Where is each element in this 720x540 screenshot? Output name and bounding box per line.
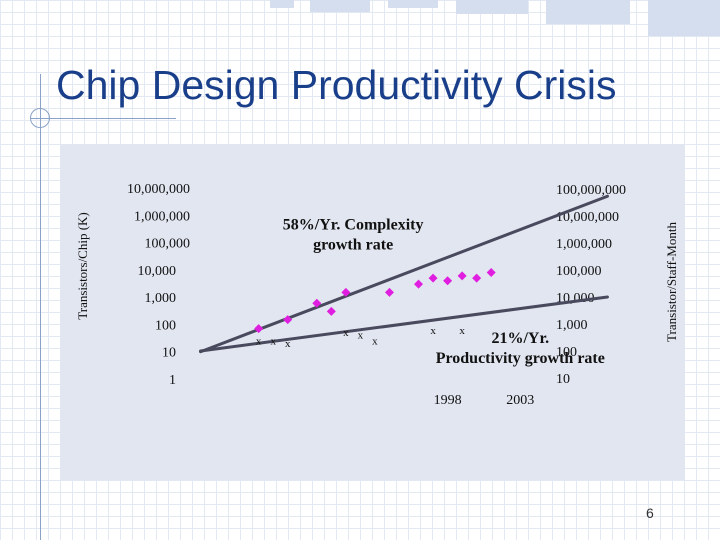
x-tick-label: 2003 — [506, 393, 534, 408]
diamond-marker — [472, 273, 482, 283]
y-left-tick-label: 100,000 — [145, 237, 191, 252]
y-right-axis-label: Transistor/Staff-Month — [664, 222, 679, 342]
y-left-tick-label: 1,000 — [145, 291, 177, 306]
diamond-marker — [326, 306, 336, 316]
crosshair-circle-icon — [30, 108, 50, 128]
page-number: 6 — [646, 505, 654, 521]
y-left-tick-label: 10 — [162, 346, 176, 361]
y-right-tick-label: 10,000,000 — [556, 210, 619, 225]
diamond-marker — [384, 287, 394, 297]
x-ticks: 1998 2003 — [434, 393, 535, 408]
y-left-tick-label: 10,000,000 — [127, 182, 190, 197]
y-right-tick-label: 10 — [556, 372, 570, 387]
decor-blocks — [270, 0, 720, 42]
diamond-marker — [283, 315, 293, 325]
diamond-marker — [443, 276, 453, 286]
trend-lines — [199, 194, 609, 354]
y-right-tick-label: 100,000 — [556, 264, 602, 279]
annotation-line2: Productivity growth rate — [436, 350, 605, 367]
diamond-marker — [254, 324, 264, 334]
y-left-ticks: 1 10 100 1,000 10,000 100,000 1,000,000 10,000,… — [127, 182, 190, 388]
y-right-tick-label: 1,000 — [556, 318, 588, 333]
chart-panel — [60, 144, 685, 480]
annotation-line1: 21%/Yr. — [491, 330, 549, 347]
y-right-tick-label: 100,000,000 — [556, 183, 626, 198]
y-left-tick-label: 10,000 — [138, 264, 177, 279]
diamond-marker — [341, 287, 351, 297]
annotations: 58%/Yr. Complexity growth rate 21%/Yr. Prod… — [283, 217, 605, 367]
slide-title: Chip Design Productivity Crisis — [56, 62, 617, 108]
y-left-axis-label: Transistors/Chip (K) — [75, 212, 90, 320]
x-marker: x — [358, 330, 364, 342]
trend-line-complexity — [199, 194, 609, 354]
x-marker: x — [270, 335, 276, 347]
y-left-tick-label: 1 — [169, 373, 176, 388]
x-marker: x — [285, 338, 291, 350]
x-tick-label: 1998 — [434, 393, 462, 408]
x-marker: x — [343, 327, 349, 339]
y-right-ticks: 101001,00010,000100,0001,000,00010,000,0… — [556, 183, 626, 387]
diamond-marker — [486, 268, 496, 278]
y-right-tick-label: 1,000,000 — [556, 237, 612, 252]
x-marker: x — [459, 325, 465, 337]
markers: x x xx x xx x — [254, 268, 496, 350]
diamond-marker — [312, 298, 322, 308]
title-rule-horizontal — [30, 118, 176, 119]
x-marker: x — [256, 335, 262, 347]
y-right-tick-label: 100 — [556, 345, 577, 360]
trend-line-productivity — [199, 295, 609, 353]
title-rule-vertical — [40, 74, 41, 540]
diamond-marker — [428, 273, 438, 283]
diamond-marker — [457, 271, 467, 281]
annotation-line2: growth rate — [313, 237, 393, 254]
diamond-marker — [414, 279, 424, 289]
x-marker: x — [372, 335, 378, 347]
annotation-line1: 58%/Yr. Complexity — [283, 217, 424, 234]
y-left-tick-label: 1,000,000 — [134, 209, 190, 224]
x-marker: x — [430, 325, 436, 337]
y-left-tick-label: 100 — [155, 318, 176, 333]
